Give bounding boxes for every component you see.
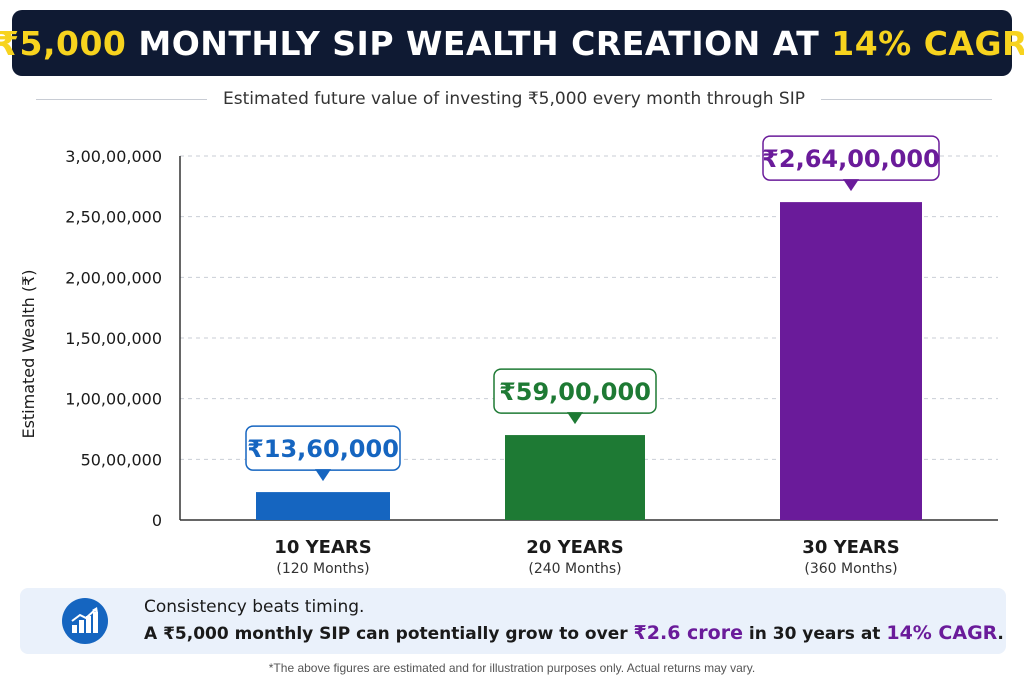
title-banner: ₹5,000 MONTHLY SIP WEALTH CREATION AT 14… — [0, 10, 1024, 76]
growth-chart-icon — [62, 598, 108, 644]
x-tick-label: 30 YEARS — [802, 537, 899, 558]
y-tick-label: 2,00,00,000 — [65, 268, 162, 287]
bar — [505, 435, 645, 520]
y-tick-label: 1,00,00,000 — [65, 390, 162, 409]
disclaimer: *The above figures are estimated and for… — [268, 661, 756, 675]
subtitle: Estimated future value of investing ₹5,0… — [223, 89, 805, 109]
subtitle-row: Estimated future value of investing ₹5,0… — [36, 86, 993, 112]
info-box: Consistency beats timing. A ₹5,000 month… — [20, 588, 1006, 654]
y-tick-label: 50,00,000 — [81, 450, 162, 469]
subtitle-rule-left — [36, 98, 208, 100]
x-tick-label: 10 YEARS — [274, 537, 371, 558]
data-label: ₹2,64,00,000 — [762, 145, 940, 173]
x-tick-sublabel: (240 Months) — [528, 561, 621, 577]
data-label-callout: ₹2,64,00,000 — [762, 135, 940, 192]
y-tick-label: 2,50,00,000 — [65, 208, 162, 227]
bar-chart: 0 50,00,000 1,00,00,000 1,50,00,000 2,00,00,… — [19, 135, 998, 577]
data-label: ₹59,00,000 — [499, 378, 651, 406]
x-tick-sublabel: (120 Months) — [276, 561, 369, 577]
y-axis-label: Estimated Wealth (₹) — [19, 269, 38, 438]
callout-pointer — [567, 412, 583, 425]
callout-pointer — [843, 179, 859, 192]
x-tick-sublabel: (360 Months) — [804, 561, 897, 577]
bar — [256, 492, 390, 520]
data-label-callout: ₹13,60,000 — [245, 425, 401, 482]
data-label-callout: ₹59,00,000 — [493, 368, 657, 425]
bar — [780, 202, 922, 520]
x-tick-label: 20 YEARS — [526, 537, 623, 558]
data-label: ₹13,60,000 — [247, 435, 399, 463]
y-tick-label: 3,00,00,000 — [65, 147, 162, 166]
y-tick-label: 1,50,00,000 — [65, 329, 162, 348]
info-detail: A ₹5,000 monthly SIP can potentially gro… — [144, 622, 1004, 644]
subtitle-rule-right — [821, 98, 993, 100]
page-title: ₹5,000 MONTHLY SIP WEALTH CREATION AT 14… — [0, 23, 1024, 63]
info-headline: Consistency beats timing. — [144, 597, 365, 617]
y-tick-label: 0 — [152, 511, 162, 530]
callout-pointer — [315, 469, 331, 482]
